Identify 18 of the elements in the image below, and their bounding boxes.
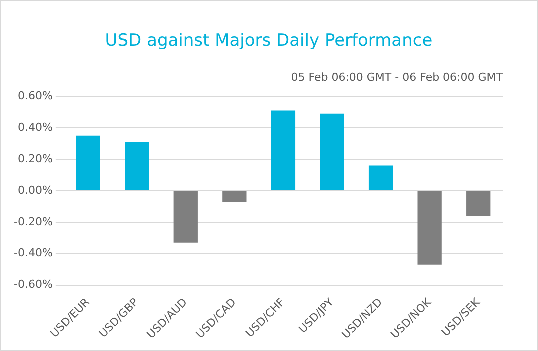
y-tick-label: 0.40% bbox=[18, 120, 53, 134]
y-tick-label: 0.60% bbox=[18, 89, 53, 102]
bar bbox=[125, 142, 150, 190]
chart-title: USD against Majors Daily Performance bbox=[104, 31, 434, 51]
chart-subtitle: 05 Feb 06:00 GMT - 06 Feb 06:00 GMT bbox=[291, 71, 503, 84]
y-tick-label: 0.20% bbox=[18, 152, 53, 166]
bar bbox=[320, 114, 344, 190]
bar bbox=[76, 136, 100, 190]
y-tick-label: -0.60% bbox=[14, 278, 53, 292]
y-tick-label: -0.40% bbox=[14, 246, 53, 260]
bar bbox=[222, 191, 247, 202]
y-tick-label: -0.20% bbox=[14, 215, 53, 228]
bar bbox=[174, 191, 198, 243]
bar bbox=[271, 110, 296, 190]
y-tick-label: 0.00% bbox=[18, 184, 53, 197]
bar bbox=[466, 191, 491, 216]
bar bbox=[368, 166, 394, 190]
bar bbox=[418, 191, 442, 265]
